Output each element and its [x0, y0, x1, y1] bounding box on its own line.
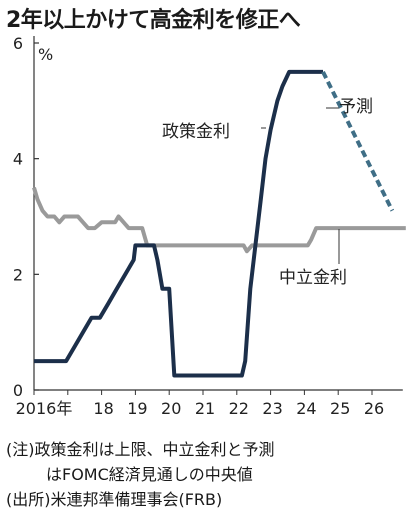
- forecast-line: [321, 71, 395, 212]
- series-lines: [32, 69, 406, 378]
- y-tick-label: 6: [13, 34, 23, 53]
- x-tick-label: 26: [364, 399, 384, 418]
- x-tick-label: 18: [93, 399, 113, 418]
- x-tick-label: 20: [161, 399, 181, 418]
- chart-title: 2年以上かけて高金利を修正へ: [6, 8, 301, 33]
- y-axis-unit-label: %: [38, 45, 53, 64]
- x-tick-label: 21: [195, 399, 215, 418]
- note-line-1: (注)政策金利は上限、中立金利と予測: [6, 440, 275, 459]
- x-tick-label: 2016年: [16, 399, 73, 418]
- y-tick-label: 2: [13, 265, 23, 284]
- x-tick-label: 22: [229, 399, 249, 418]
- note-line-2: はFOMC経済見通しの中央値: [46, 465, 253, 484]
- source-line: (出所)米連邦準備理事会(FRB): [6, 490, 223, 509]
- x-tick-label: 19: [127, 399, 147, 418]
- chart-notes: (注)政策金利は上限、中立金利と予測 はFOMC経済見通しの中央値 (出所)米連…: [6, 437, 275, 512]
- x-tick-label: 23: [262, 399, 282, 418]
- forecast-label: 予測: [339, 97, 373, 117]
- policy-rate-line: [34, 69, 323, 378]
- neutral-rate-line: [32, 187, 406, 254]
- y-tick-label: 4: [13, 150, 23, 169]
- x-tick-label: 24: [296, 399, 316, 418]
- y-tick-label: 0: [13, 381, 23, 400]
- x-tick-label: 25: [330, 399, 350, 418]
- policy-rate-label: 政策金利: [162, 122, 230, 142]
- neutral-rate-label: 中立金利: [279, 268, 347, 288]
